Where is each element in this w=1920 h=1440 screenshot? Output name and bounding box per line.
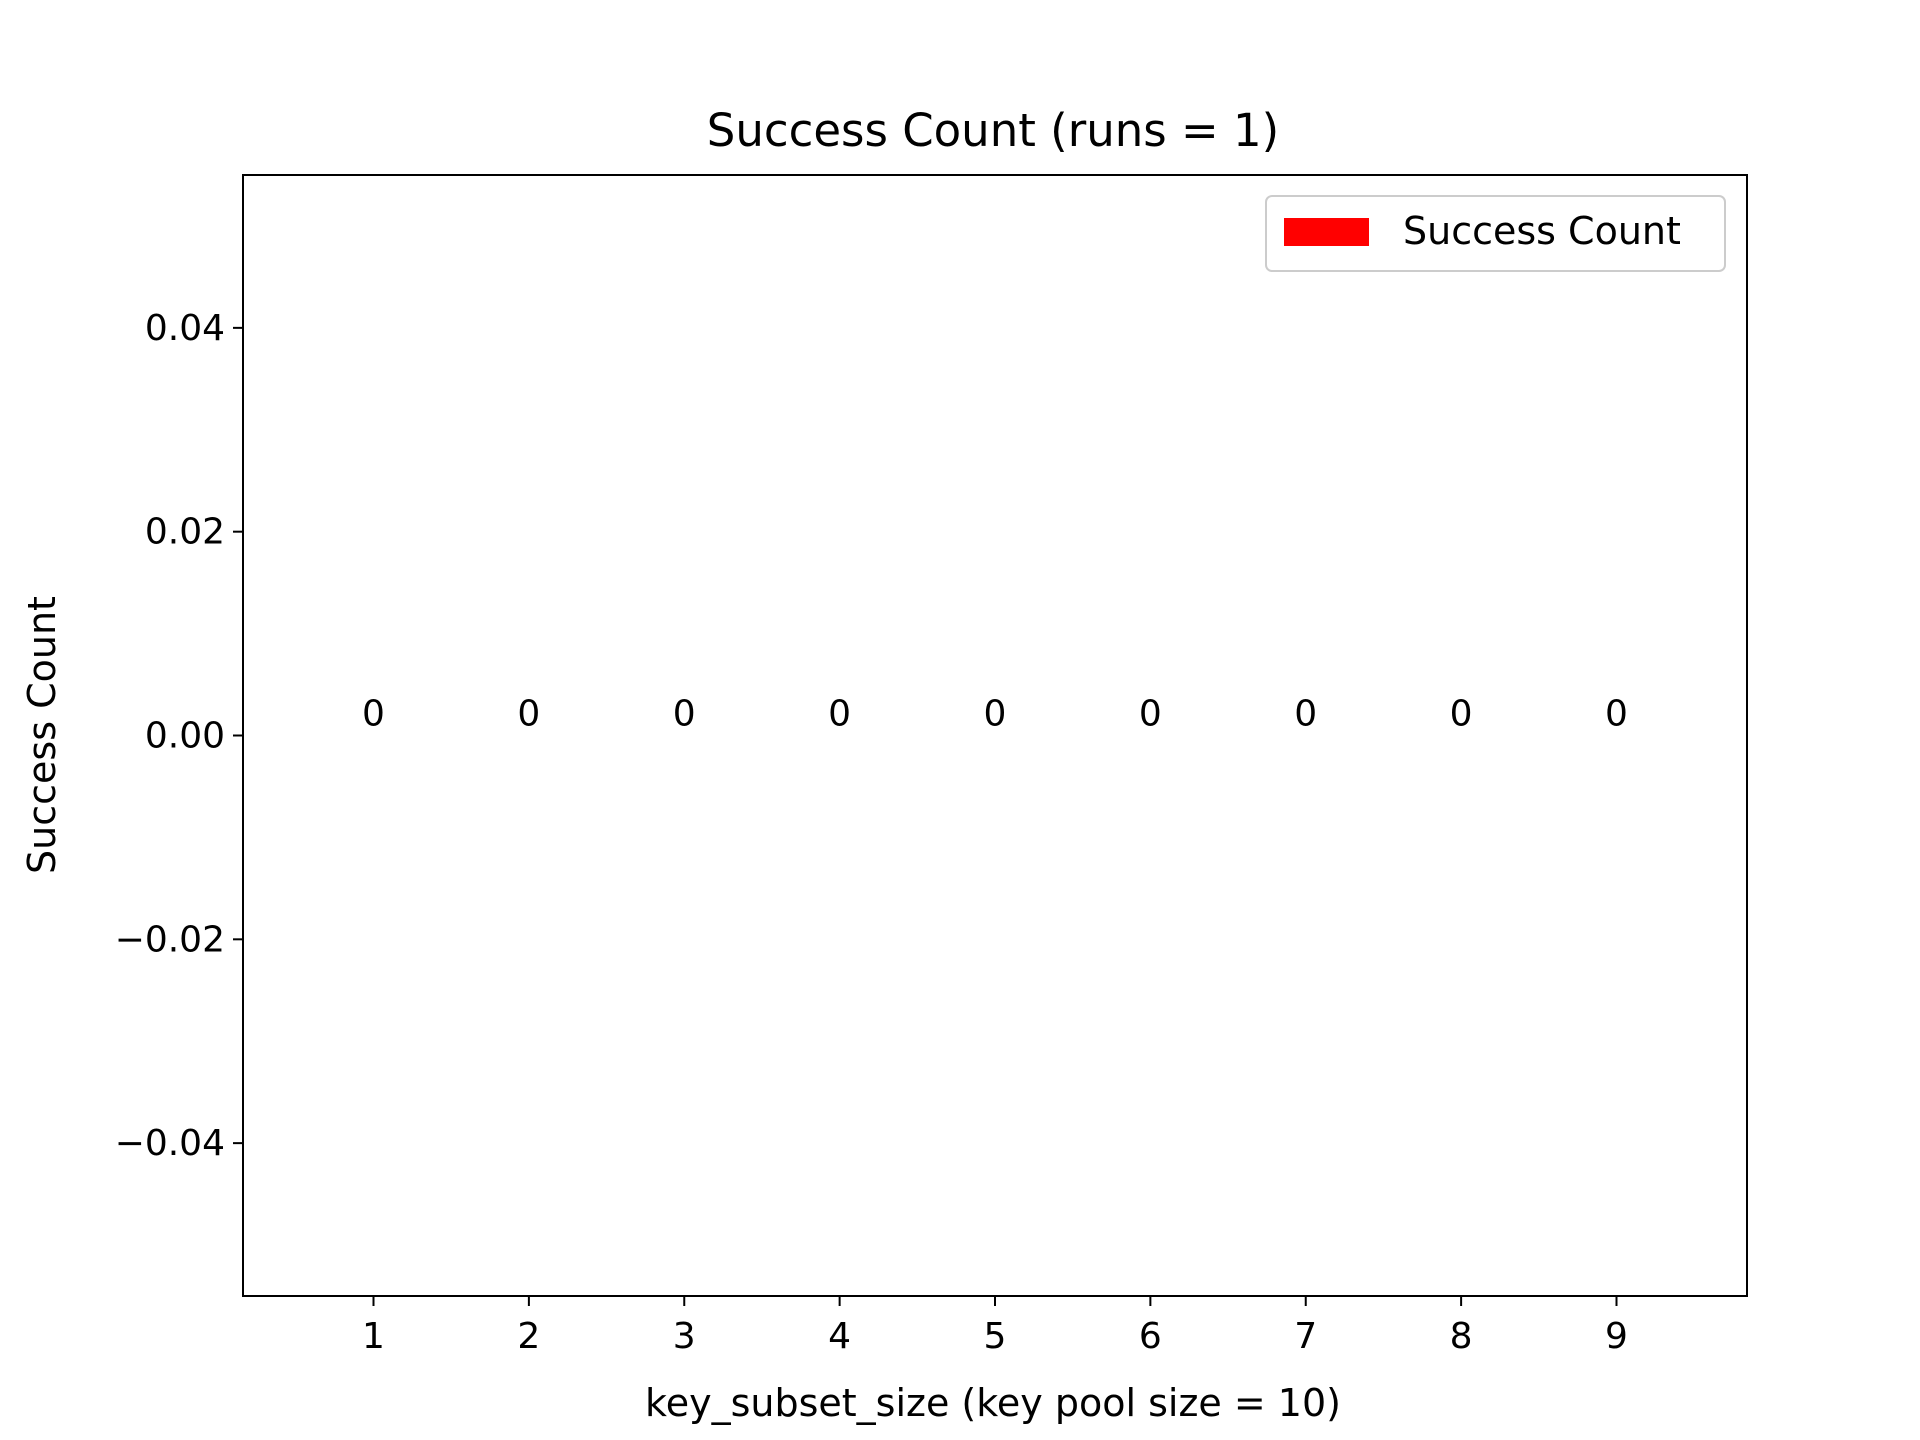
- bar-value-label: 0: [828, 694, 851, 735]
- bar-value-label: 0: [1294, 694, 1317, 735]
- bar-value-label: 0: [362, 694, 385, 735]
- y-tick-label: 0.00: [145, 716, 225, 757]
- legend: Success Count: [1265, 195, 1726, 272]
- legend-label: Success Count: [1403, 209, 1681, 253]
- y-tick-label: 0.04: [145, 308, 225, 349]
- y-tick-label: −0.04: [115, 1123, 225, 1164]
- x-tick-label: 2: [517, 1316, 540, 1357]
- x-tick-label: 4: [828, 1316, 851, 1357]
- legend-swatch: [1284, 218, 1369, 246]
- x-tick-label: 5: [984, 1316, 1007, 1357]
- y-tick-label: 0.02: [145, 512, 225, 553]
- legend-box: [1265, 195, 1726, 272]
- y-axis-label: Success Count: [20, 596, 64, 874]
- x-tick-label: 6: [1139, 1316, 1162, 1357]
- bar-value-label: 0: [673, 694, 696, 735]
- y-tick-label: −0.02: [115, 919, 225, 960]
- plot-area-frame: [242, 174, 1748, 1297]
- bar-value-label: 0: [984, 694, 1007, 735]
- data-labels-layer: 0 0 0 0 0 0 0 0 0: [362, 694, 1628, 735]
- x-tick-label: 9: [1605, 1316, 1628, 1357]
- y-axis: −0.04 −0.02 0.00 0.02 0.04: [115, 308, 243, 1164]
- bar-value-label: 0: [1139, 694, 1162, 735]
- bar-value-label: 0: [1605, 694, 1628, 735]
- bar-value-label: 0: [517, 694, 540, 735]
- x-tick-label: 8: [1450, 1316, 1473, 1357]
- chart-title: Success Count (runs = 1): [707, 104, 1279, 157]
- x-tick-label: 7: [1294, 1316, 1317, 1357]
- bar-value-label: 0: [1450, 694, 1473, 735]
- x-axis: 1 2 3 4 5 6 7 8 9: [362, 1296, 1628, 1357]
- x-tick-label: 3: [673, 1316, 696, 1357]
- x-tick-label: 1: [362, 1316, 385, 1357]
- x-axis-label: key_subset_size (key pool size = 10): [645, 1381, 1341, 1425]
